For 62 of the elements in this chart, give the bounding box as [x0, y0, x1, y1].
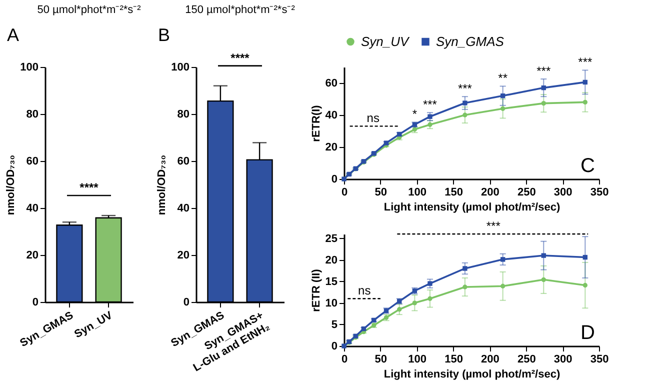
chart-title: 150 µmol*phot*m⁻²*s⁻²: [185, 4, 296, 16]
annotation: **: [498, 71, 508, 86]
y-tick-label: 0: [331, 174, 338, 186]
annotation: ***: [578, 55, 592, 70]
y-tick-label: 40: [177, 202, 190, 214]
y-tick-label: 5: [331, 318, 338, 331]
x-tick-label: 200: [481, 354, 500, 366]
annotation: ***: [536, 64, 551, 78]
y-tick-label: 100: [20, 62, 38, 74]
text: ****: [230, 50, 250, 65]
x-tick-label: 300: [554, 354, 572, 366]
y-tick-label: 20: [177, 250, 190, 262]
x-tick-label: 300: [554, 186, 572, 198]
x-axis-title: Light intensity (µmol phot/m²/sec): [384, 368, 560, 380]
y-tick-label: 0: [32, 296, 38, 308]
annotation: ns: [358, 284, 371, 298]
y-axis-title: rETR (II): [310, 268, 322, 312]
x-tick-label: 150: [444, 354, 463, 366]
y-tick-label: 80: [177, 108, 190, 120]
x-tick-label: 200: [481, 186, 500, 198]
y-tick-label: 20: [26, 250, 38, 262]
x-tick-label: 0: [341, 354, 348, 366]
y-tick-label: 20: [325, 142, 338, 154]
x-tick-label: 350: [590, 354, 609, 366]
x-tick-label: 100: [408, 354, 427, 366]
y-tick-label: 20: [325, 254, 338, 266]
y-tick-label: 100: [171, 62, 190, 74]
x-tick-label: 100: [408, 186, 427, 198]
x-tick-label: 350: [590, 186, 609, 198]
legend-label: Syn_GMAS: [436, 34, 504, 49]
y-tick-label: 80: [26, 108, 38, 120]
annotation: ***: [486, 219, 501, 233]
annotation: *: [412, 107, 418, 122]
annotation: ***: [422, 98, 438, 112]
y-tick-label: 60: [26, 156, 38, 168]
y-tick-label: 15: [325, 276, 338, 288]
text: A: [7, 25, 20, 45]
y-axis-title: nmol/OD₇₃₀: [156, 154, 168, 216]
y-tick-label: 60: [325, 78, 338, 90]
x-tick-label: 250: [517, 186, 536, 198]
annotation: D: [580, 322, 595, 344]
chart-title: 50 µmol*phot*m⁻²*s⁻²: [37, 4, 142, 16]
x-tick-label: 50: [374, 354, 388, 366]
y-tick-label: 25: [325, 232, 338, 245]
y-tick-label: 10: [325, 297, 338, 310]
y-tick-label: 40: [325, 110, 338, 122]
y-axis-title: nmol/OD₇₃₀: [5, 154, 18, 216]
x-tick-label: 150: [444, 186, 463, 198]
x-axis-title: Light intensity (µmol phot/m²/sec): [384, 202, 560, 214]
x-tick-label: 250: [517, 354, 536, 366]
annotation: ns: [366, 111, 380, 126]
annotation: C: [580, 155, 595, 177]
text: B: [158, 25, 170, 45]
y-tick-label: 60: [177, 156, 190, 168]
y-tick-label: 0: [183, 296, 190, 308]
legend-label: Syn_UV: [361, 34, 410, 49]
y-axis-title: rETR(I): [310, 104, 322, 142]
annotation: ****: [80, 180, 99, 195]
x-tick-label: 0: [341, 186, 348, 198]
annotation: ***: [458, 82, 472, 96]
x-tick-label: 50: [374, 186, 388, 198]
y-tick-label: 40: [26, 202, 38, 214]
